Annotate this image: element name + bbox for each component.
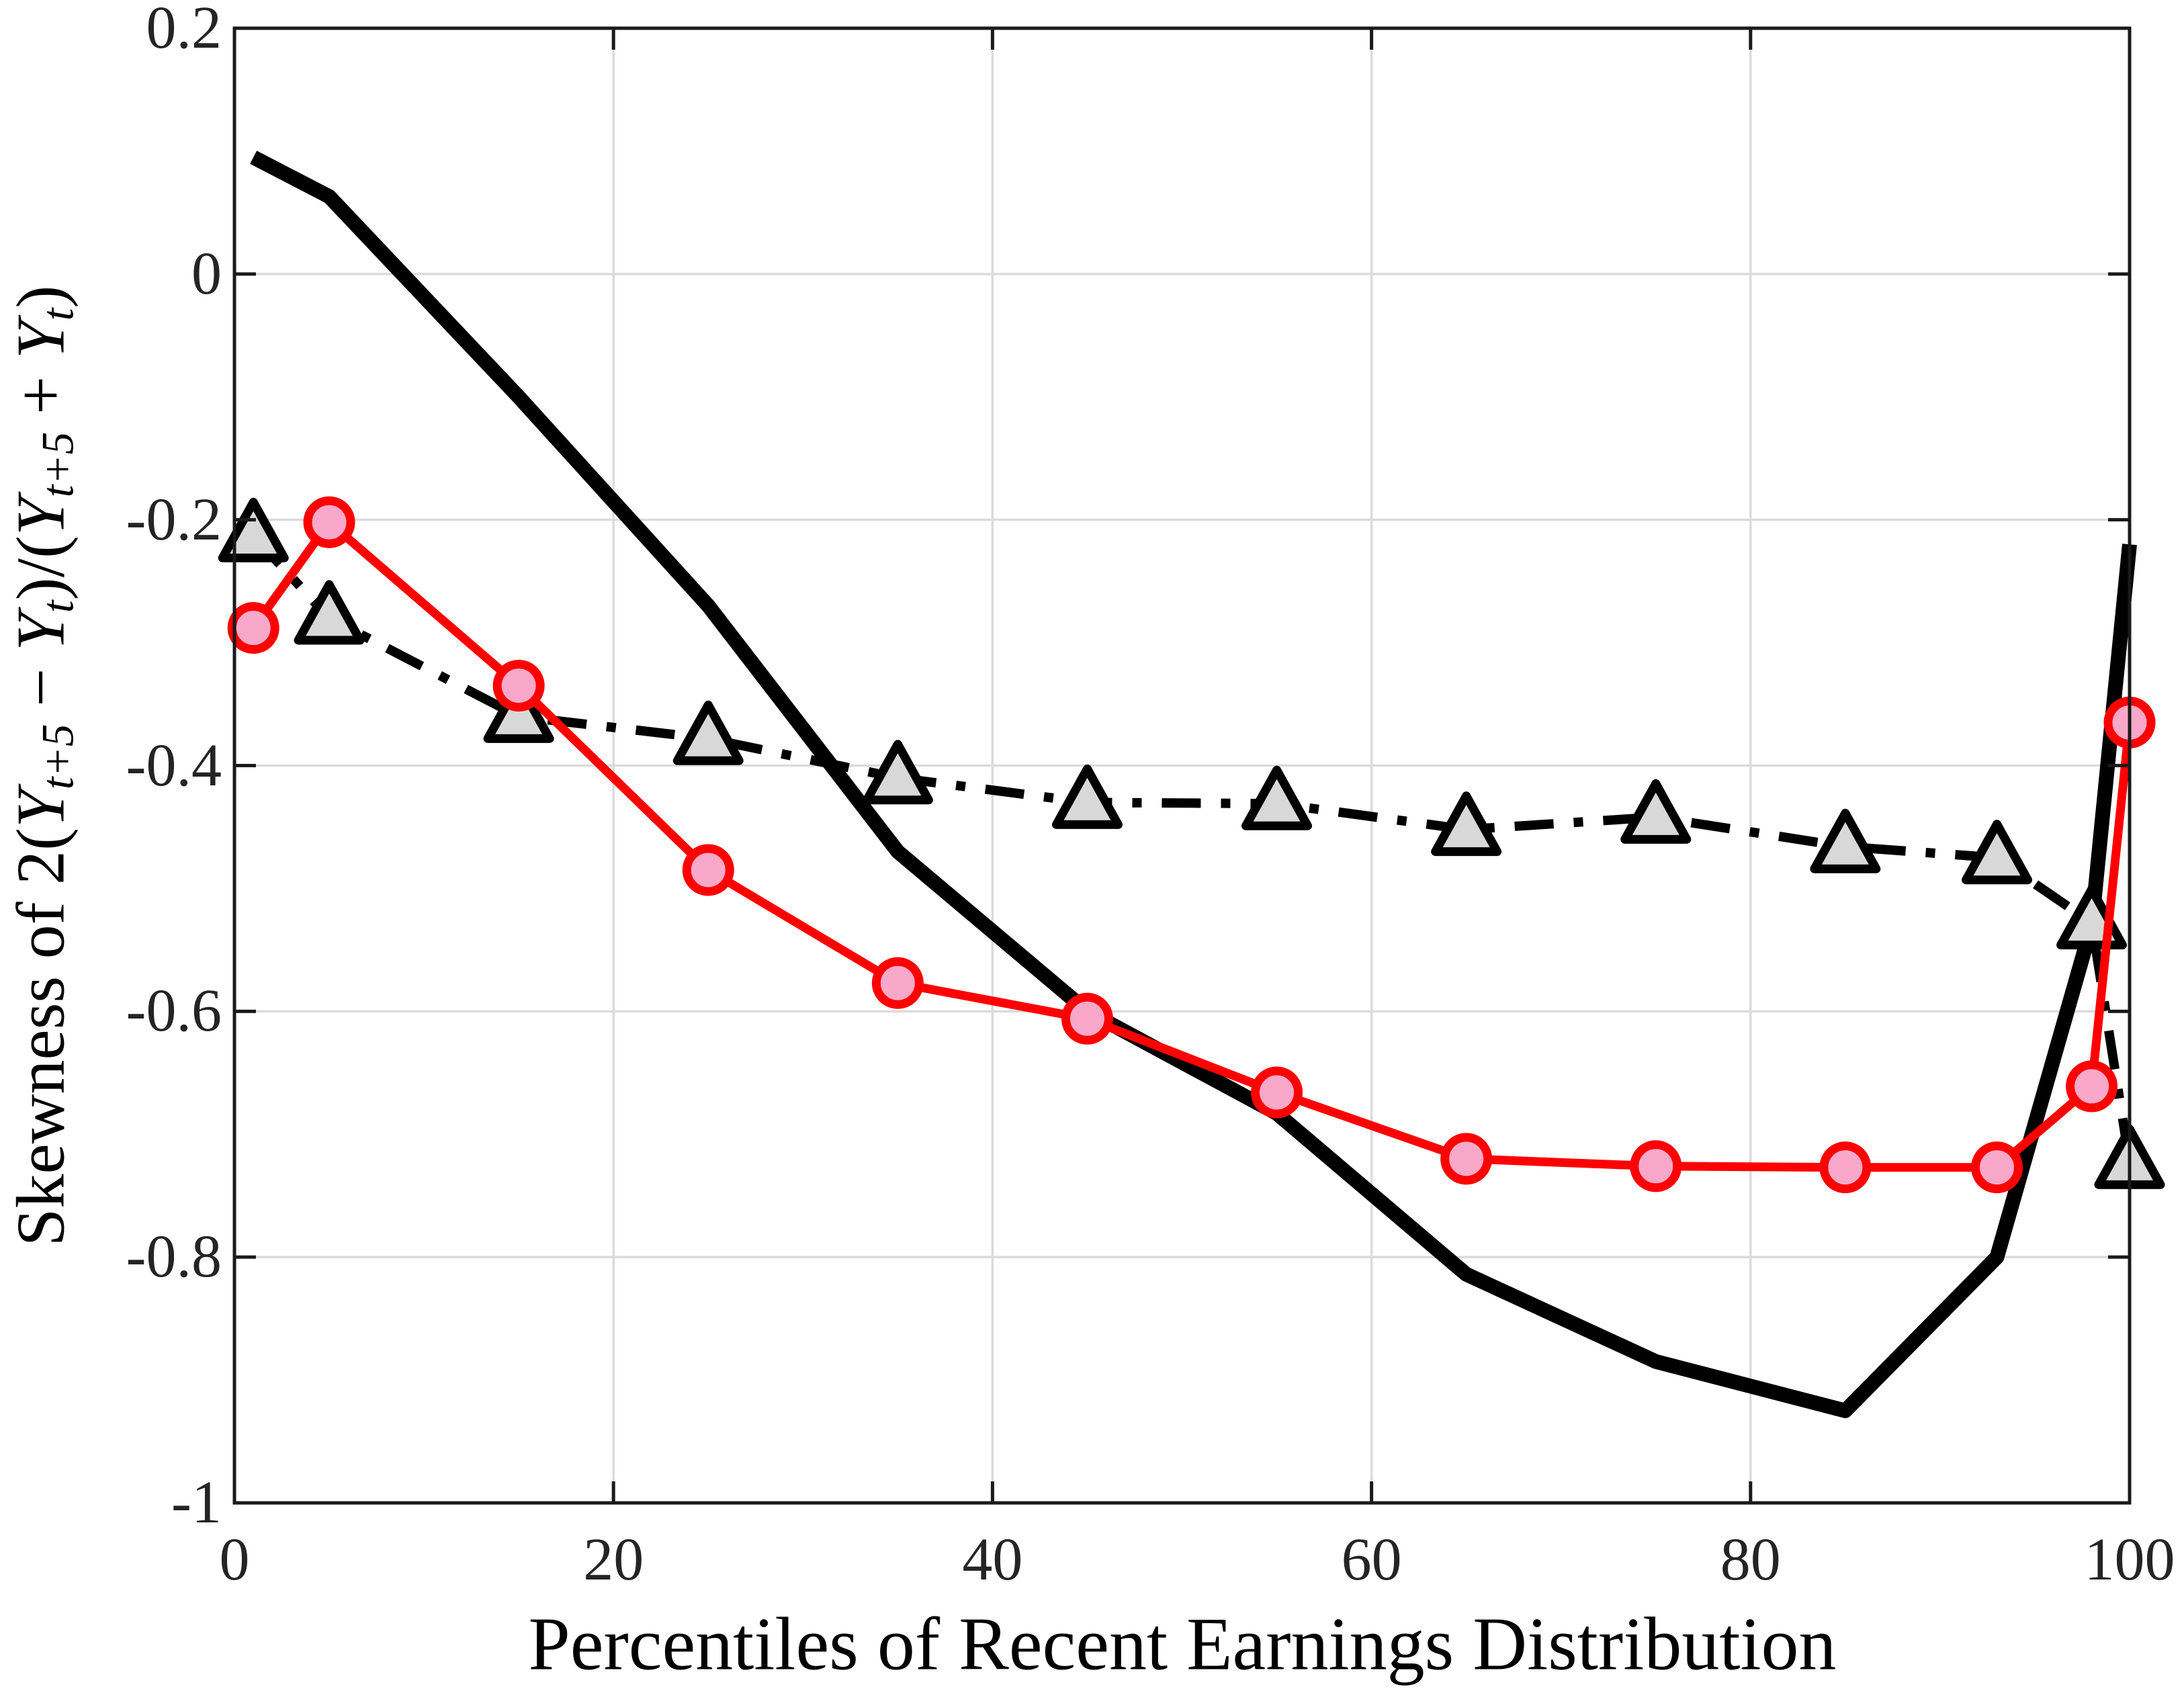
- circle-marker: [1819, 1141, 1872, 1194]
- triangle-marker: [218, 497, 289, 562]
- triangle-marker: [862, 740, 933, 805]
- circle-marker: [1971, 1141, 2023, 1194]
- circle-marker: [682, 844, 734, 896]
- series-thick-solid-black-line: [250, 150, 2137, 1418]
- series-red-line-pink-circles: [227, 496, 2156, 1194]
- y-label-part: Y: [3, 320, 79, 359]
- y-label-part: t+5: [32, 431, 83, 498]
- triangle-marker: [1241, 765, 1313, 830]
- triangle-marker: [294, 580, 365, 645]
- y-label-part: )/(: [3, 535, 79, 601]
- y-label-part: +: [3, 359, 79, 432]
- plot-area: [218, 26, 2165, 1505]
- circle-marker: [1251, 1066, 1303, 1119]
- y-axis-label: Skewness of 2(Yt+5 − Yt)/(Yt+5 + Yt): [1, 286, 84, 1246]
- circle-marker: [227, 602, 279, 654]
- y-label-part: Y: [3, 613, 79, 651]
- circle-marker: [492, 660, 545, 712]
- circle-marker: [871, 957, 924, 1009]
- y-label-part: ): [3, 285, 79, 308]
- y-tick-label: 0: [191, 240, 222, 307]
- y-label-part: Skewness of 2(: [3, 827, 79, 1247]
- y-label-part: t: [32, 600, 83, 613]
- series-dashdot-gray-triangles: [218, 497, 2165, 1189]
- circle-marker: [1061, 992, 1113, 1045]
- y-label-part: −: [3, 650, 79, 724]
- y-label-part: t+5: [32, 724, 83, 790]
- triangle-marker: [1620, 779, 1692, 844]
- triangle-marker: [1051, 764, 1123, 829]
- axes-border: [232, 26, 2132, 1505]
- y-tick-label: 0.2: [146, 0, 222, 61]
- y-label-part: t: [32, 308, 83, 321]
- x-tick-label: 20: [583, 1526, 644, 1593]
- y-tick-label: -1: [171, 1469, 222, 1536]
- x-tick-label: 60: [1341, 1526, 1402, 1593]
- circle-marker: [1440, 1133, 1493, 1185]
- x-tick-label: 40: [962, 1526, 1023, 1593]
- triangle-marker: [1962, 820, 2033, 885]
- y-label-part: Y: [3, 789, 79, 828]
- y-tick-label: -0.4: [126, 732, 222, 799]
- y-label-part: Y: [3, 497, 79, 536]
- y-tick-label: -0.2: [126, 486, 222, 553]
- triangle-marker: [1431, 791, 1502, 857]
- y-tick-label: -0.8: [126, 1223, 222, 1291]
- triangle-marker: [672, 700, 744, 765]
- x-tick-label: 80: [1720, 1526, 1781, 1593]
- gridlines: [233, 27, 2131, 1504]
- circle-marker: [303, 496, 355, 548]
- x-axis-label: Percentiles of Recent Earnings Distribut…: [528, 1602, 1837, 1686]
- x-tick-label: 100: [2084, 1526, 2175, 1593]
- series-line-thick-solid-black-line: [250, 150, 2137, 1418]
- y-tick-label: -0.6: [126, 978, 222, 1045]
- circle-marker: [1630, 1140, 1682, 1193]
- x-tick-label: 0: [219, 1526, 250, 1593]
- circle-marker: [2066, 1060, 2118, 1113]
- triangle-marker: [1810, 808, 1881, 873]
